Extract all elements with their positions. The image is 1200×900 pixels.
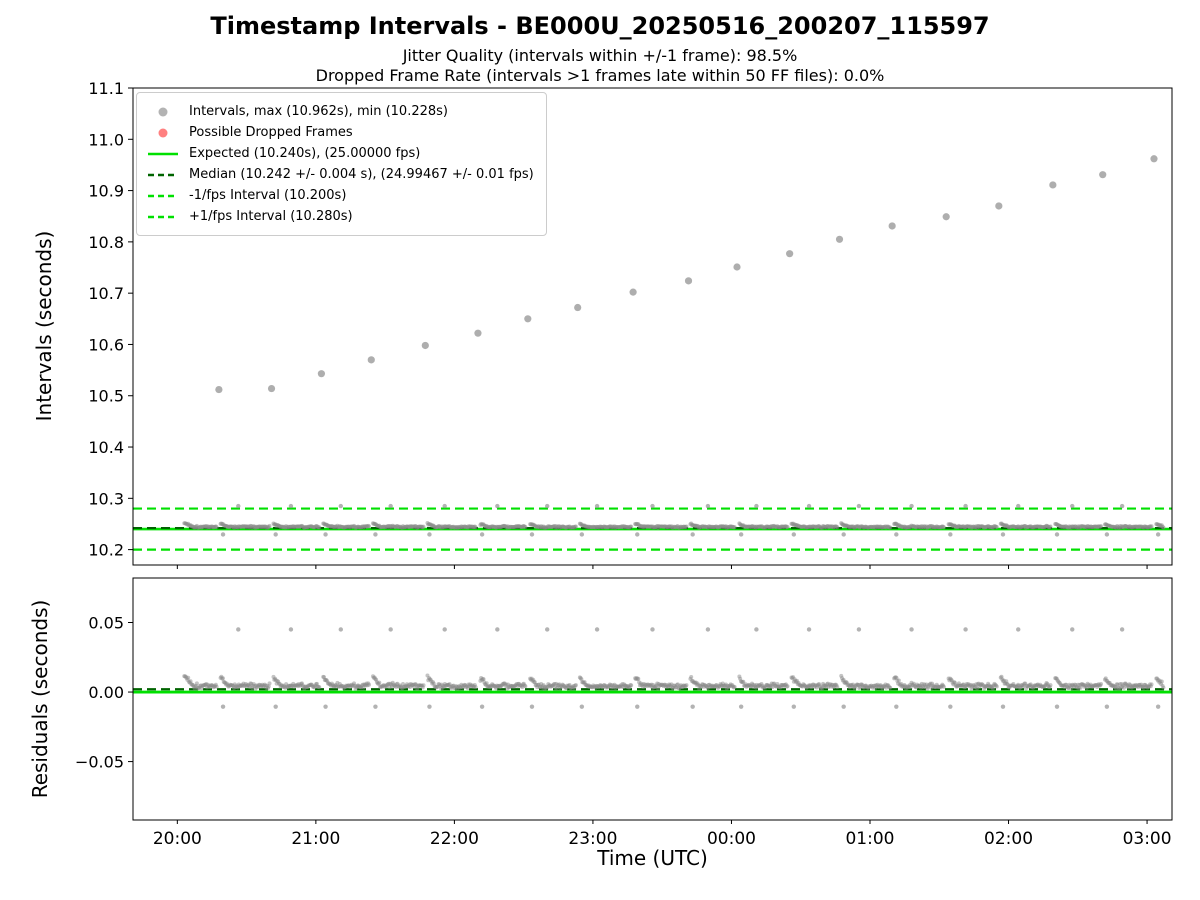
top-plot-area bbox=[133, 155, 1172, 551]
legend-label: +1/fps Interval (10.280s) bbox=[189, 209, 353, 224]
svg-text:10.9: 10.9 bbox=[88, 182, 124, 201]
svg-text:0.05: 0.05 bbox=[88, 614, 124, 633]
svg-text:11.1: 11.1 bbox=[88, 79, 124, 98]
svg-text:00:00: 00:00 bbox=[707, 829, 756, 849]
legend-item: +1/fps Interval (10.280s) bbox=[145, 206, 534, 227]
bottom-plot-area bbox=[133, 627, 1172, 709]
svg-text:21:00: 21:00 bbox=[291, 829, 340, 849]
legend-label: -1/fps Interval (10.200s) bbox=[189, 188, 347, 203]
legend-marker-dashed-icon bbox=[148, 173, 178, 176]
svg-text:10.3: 10.3 bbox=[88, 489, 124, 508]
legend: Intervals, max (10.962s), min (10.228s) P… bbox=[136, 92, 547, 236]
legend-item: -1/fps Interval (10.200s) bbox=[145, 185, 534, 206]
svg-text:23:00: 23:00 bbox=[568, 829, 617, 849]
svg-text:10.6: 10.6 bbox=[88, 335, 124, 354]
svg-text:−0.05: −0.05 bbox=[75, 753, 124, 772]
svg-text:10.2: 10.2 bbox=[88, 541, 124, 560]
svg-text:10.5: 10.5 bbox=[88, 387, 124, 406]
legend-label: Expected (10.240s), (25.00000 fps) bbox=[189, 146, 421, 161]
chart-subtitle-jitter: Jitter Quality (intervals within +/-1 fr… bbox=[402, 46, 798, 65]
legend-item: Intervals, max (10.962s), min (10.228s) bbox=[145, 101, 534, 122]
svg-text:10.7: 10.7 bbox=[88, 284, 124, 303]
svg-text:03:00: 03:00 bbox=[1123, 829, 1172, 849]
svg-text:01:00: 01:00 bbox=[845, 829, 894, 849]
svg-text:11.0: 11.0 bbox=[88, 130, 124, 149]
legend-marker-dashed-icon bbox=[148, 215, 178, 218]
legend-label: Median (10.242 +/- 0.004 s), (24.99467 +… bbox=[189, 167, 534, 182]
svg-text:20:00: 20:00 bbox=[153, 829, 202, 849]
legend-item: Expected (10.240s), (25.00000 fps) bbox=[145, 143, 534, 164]
legend-item: Possible Dropped Frames bbox=[145, 122, 534, 143]
svg-text:02:00: 02:00 bbox=[984, 829, 1033, 849]
legend-label: Possible Dropped Frames bbox=[189, 125, 353, 140]
svg-text:10.8: 10.8 bbox=[88, 233, 124, 252]
legend-marker-dashed-icon bbox=[148, 194, 178, 197]
legend-label: Intervals, max (10.962s), min (10.228s) bbox=[189, 104, 448, 119]
chart-title: Timestamp Intervals - BE000U_20250516_20… bbox=[210, 12, 990, 40]
svg-text:22:00: 22:00 bbox=[430, 829, 479, 849]
svg-text:10.4: 10.4 bbox=[88, 438, 124, 457]
legend-marker-dot-icon bbox=[158, 107, 168, 116]
legend-marker-dot-icon bbox=[158, 128, 168, 137]
legend-marker-line-icon bbox=[148, 152, 178, 155]
xlabel-time-utc: Time (UTC) bbox=[597, 846, 708, 870]
chart-subtitle-dropped: Dropped Frame Rate (intervals >1 frames … bbox=[315, 66, 885, 85]
legend-item: Median (10.242 +/- 0.004 s), (24.99467 +… bbox=[145, 164, 534, 185]
svg-text:0.00: 0.00 bbox=[88, 683, 124, 702]
